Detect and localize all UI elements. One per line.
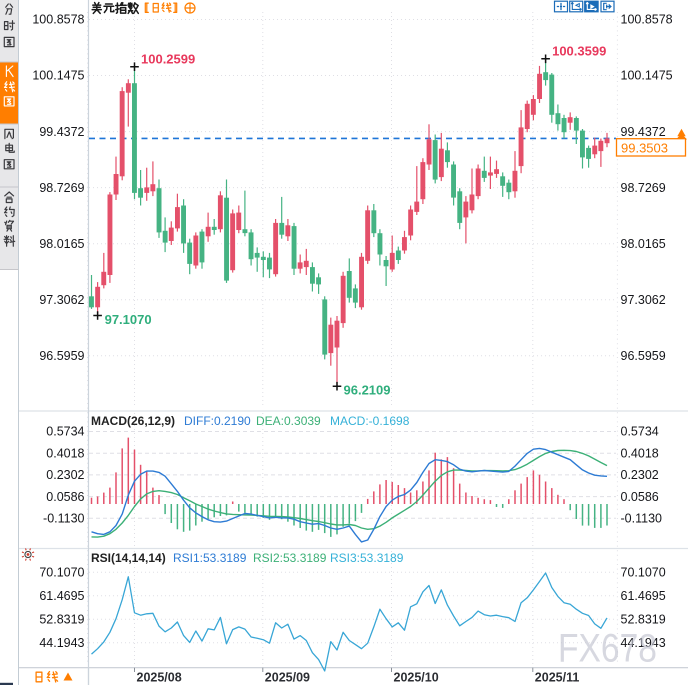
svg-text:0.0586: 0.0586 [621, 490, 659, 504]
svg-text:70.1070: 70.1070 [621, 565, 666, 579]
svg-text:44.1943: 44.1943 [621, 636, 666, 650]
svg-text:98.7269: 98.7269 [39, 181, 84, 195]
svg-text:RSI1:53.3189: RSI1:53.3189 [173, 551, 247, 565]
svg-text:0.2302: 0.2302 [46, 468, 84, 482]
svg-text:52.8319: 52.8319 [621, 612, 666, 626]
svg-text:2025/08: 2025/08 [137, 671, 182, 685]
svg-text:0.2302: 0.2302 [621, 468, 659, 482]
svg-text:0.4018: 0.4018 [46, 446, 84, 460]
svg-text:MACD:-0.1698: MACD:-0.1698 [330, 414, 410, 428]
svg-text:98.0165: 98.0165 [39, 237, 84, 251]
svg-text:RSI3:53.3189: RSI3:53.3189 [330, 551, 404, 565]
svg-text:70.1070: 70.1070 [39, 565, 84, 579]
svg-text:2025/09: 2025/09 [265, 671, 310, 685]
svg-text:96.5959: 96.5959 [621, 349, 666, 363]
svg-text:MACD(26,12,9): MACD(26,12,9) [91, 414, 175, 428]
svg-text:2025/10: 2025/10 [394, 671, 439, 685]
svg-text:97.1070: 97.1070 [105, 312, 152, 327]
svg-text:61.4695: 61.4695 [621, 589, 666, 603]
svg-text:98.7269: 98.7269 [621, 181, 666, 195]
svg-text:99.4372: 99.4372 [39, 125, 84, 139]
svg-text:DEA:0.3039: DEA:0.3039 [256, 414, 321, 428]
svg-text:97.3062: 97.3062 [621, 293, 666, 307]
svg-text:96.5959: 96.5959 [39, 349, 84, 363]
svg-text:DIFF:0.2190: DIFF:0.2190 [184, 414, 251, 428]
svg-text:RSI(14,14,14): RSI(14,14,14) [91, 551, 166, 565]
svg-text:0.5734: 0.5734 [621, 425, 659, 439]
svg-text:96.2109: 96.2109 [344, 383, 391, 398]
svg-text:RSI2:53.3189: RSI2:53.3189 [253, 551, 327, 565]
svg-text:44.1943: 44.1943 [39, 636, 84, 650]
svg-text:0.5734: 0.5734 [46, 425, 84, 439]
svg-text:100.8578: 100.8578 [621, 13, 673, 27]
svg-text:-0.1130: -0.1130 [43, 512, 85, 526]
svg-text:0.4018: 0.4018 [621, 446, 659, 460]
svg-text:FX678: FX678 [558, 627, 657, 671]
svg-text:100.1475: 100.1475 [621, 69, 673, 83]
svg-text:100.1475: 100.1475 [32, 69, 84, 83]
svg-text:97.3062: 97.3062 [39, 293, 84, 307]
svg-text:52.8319: 52.8319 [39, 612, 84, 626]
svg-text:-0.1130: -0.1130 [621, 512, 663, 526]
svg-text:99.4372: 99.4372 [621, 125, 666, 139]
svg-text:100.8578: 100.8578 [32, 13, 84, 27]
svg-text:0.0586: 0.0586 [46, 490, 84, 504]
svg-text:98.0165: 98.0165 [621, 237, 666, 251]
svg-text:2025/11: 2025/11 [535, 671, 580, 685]
svg-text:99.3503: 99.3503 [621, 140, 668, 155]
svg-text:100.3599: 100.3599 [552, 43, 606, 58]
svg-text:100.2599: 100.2599 [141, 52, 195, 67]
svg-text:61.4695: 61.4695 [39, 589, 84, 603]
